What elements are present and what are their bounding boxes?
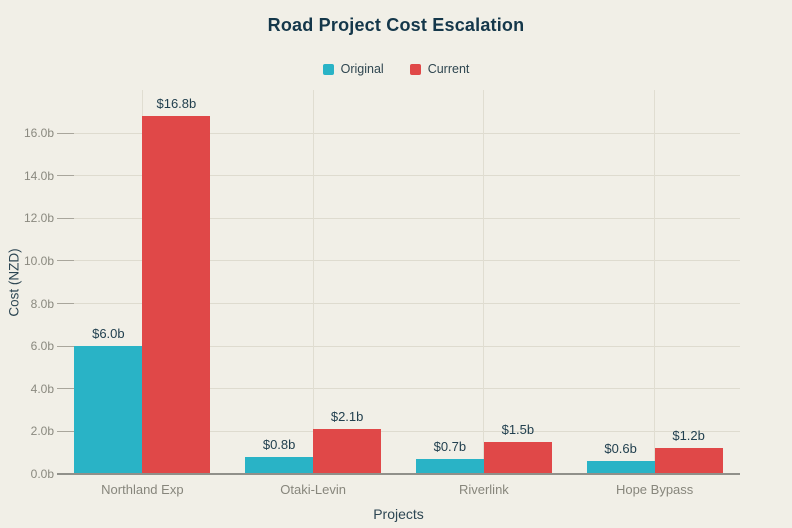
y-tick-label: 12.0b	[23, 211, 54, 226]
gridline-x	[654, 90, 656, 474]
y-tick-label: 0.0b	[30, 467, 54, 481]
y-tick-label: 8.0b	[30, 296, 54, 311]
bar-value-label: $1.2b	[672, 428, 705, 444]
y-tick-mark	[57, 217, 74, 219]
x-tick-label-otaki-levin: Otaki-Levin	[280, 482, 346, 497]
y-tick-label: 4.0b	[30, 381, 54, 396]
bar-original-otaki-levin	[245, 456, 314, 474]
x-tick-label-riverlink: Riverlink	[458, 482, 509, 497]
bar-value-label: $16.8b	[156, 95, 197, 111]
y-tick-mark	[57, 175, 74, 177]
gridline-y	[57, 303, 740, 304]
y-tick-label: 16.0b	[23, 126, 54, 140]
y-tick-label: 14.0b	[23, 168, 54, 183]
legend-label: Current	[427, 62, 470, 76]
x-axis-line	[57, 473, 740, 475]
y-tick-mark	[57, 260, 74, 262]
bar-value-label: $2.1b	[330, 409, 364, 425]
y-tick-label: 2.0b	[30, 424, 54, 439]
legend-item-original: Original	[322, 62, 384, 76]
bar-original-riverlink	[415, 459, 484, 474]
gridline-y	[57, 217, 740, 219]
bar-value-label: $0.6b	[604, 441, 637, 457]
bar-current-riverlink	[483, 442, 552, 474]
y-tick-label: 10.0b	[23, 253, 54, 268]
y-tick-mark	[57, 132, 74, 134]
bar-original-northland-exp	[74, 346, 143, 474]
legend-swatch-current	[409, 63, 421, 75]
bar-value-label: $0.8b	[262, 436, 296, 452]
y-tick-label: 6.0b	[30, 339, 54, 354]
bar-value-label: $0.7b	[433, 439, 467, 455]
gridline-y	[57, 260, 740, 262]
chart-title: Road Project Cost Escalation	[267, 15, 525, 35]
legend-swatch-original	[322, 63, 334, 75]
gridline-y	[57, 175, 740, 177]
x-tick-label-hope-bypass: Hope Bypass	[615, 482, 694, 497]
y-tick-mark	[57, 345, 74, 347]
legend-label: Original	[340, 62, 384, 76]
x-tick-label-northland-exp: Northland Exp	[101, 482, 184, 497]
bar-current-hope-bypass	[654, 448, 723, 474]
bar-value-label: $6.0b	[92, 326, 125, 342]
bar-value-label: $1.5b	[501, 422, 535, 438]
x-axis-title: Projects	[373, 506, 424, 522]
legend-item-current: Current	[409, 62, 470, 76]
y-tick-mark	[57, 388, 74, 390]
bar-original-hope-bypass	[586, 461, 655, 474]
gridline-y	[57, 132, 740, 134]
gridline-y	[57, 430, 740, 432]
y-axis-title: Cost (NZD)	[6, 248, 22, 317]
bar-current-otaki-levin	[313, 429, 382, 474]
legend: Original Current	[0, 62, 792, 76]
gridline-x	[483, 90, 485, 474]
gridline-x	[312, 90, 314, 474]
bar-current-northland-exp	[142, 115, 211, 474]
y-tick-mark	[57, 430, 74, 432]
gridline-y	[57, 345, 740, 347]
y-tick-mark	[57, 303, 74, 304]
gridline-y	[57, 388, 740, 390]
